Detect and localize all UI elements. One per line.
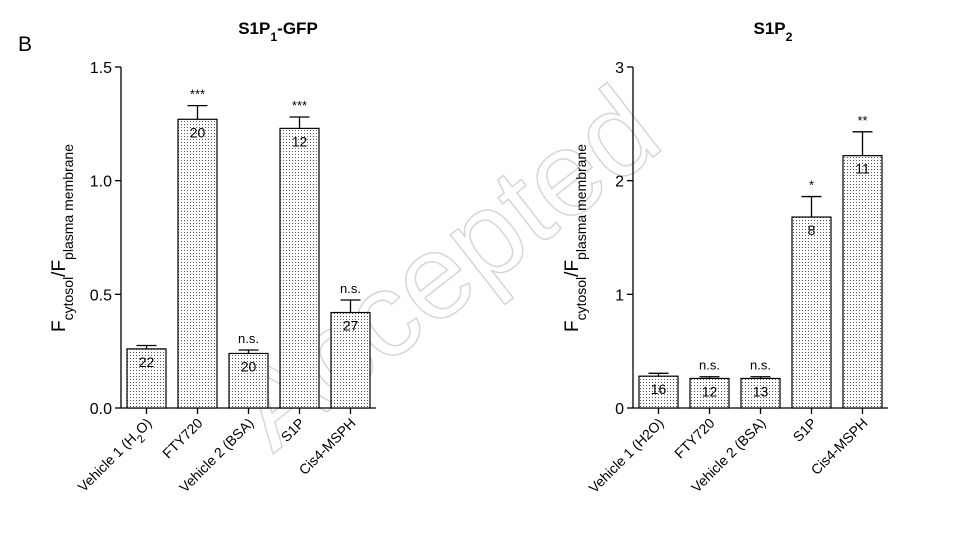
bar	[126, 348, 167, 409]
n-label: 8	[808, 222, 816, 238]
significance-label: ***	[190, 87, 205, 102]
y-tick-label: 0.0	[90, 401, 112, 418]
significance-label: n.s.	[750, 358, 771, 373]
bar	[689, 377, 730, 409]
y-tick-label: 1.0	[90, 174, 112, 191]
significance-label: n.s.	[699, 358, 720, 373]
y-tick-label: 3	[615, 60, 624, 77]
significance-label: *	[809, 178, 814, 193]
y-tick-label: 2	[615, 174, 624, 191]
n-label: 20	[190, 124, 206, 140]
category-label: FTY720	[159, 415, 206, 462]
n-label: 20	[241, 358, 257, 374]
n-label: 12	[702, 383, 718, 399]
category-label: FTY720	[671, 415, 718, 462]
significance-label: n.s.	[340, 281, 361, 296]
n-label: 12	[292, 133, 308, 149]
bar	[791, 216, 832, 409]
bar	[842, 155, 883, 409]
n-label: 11	[855, 161, 870, 177]
n-label: 16	[651, 381, 667, 397]
significance-label: n.s.	[238, 331, 259, 346]
watermark: Accepted	[206, 61, 683, 475]
significance-label: ***	[292, 98, 307, 113]
y-tick-label: 0.5	[90, 287, 112, 304]
y-tick-label: 1	[615, 287, 624, 304]
n-label: 27	[343, 318, 359, 334]
y-axis-label: Fcytosol/Fplasma membrane	[49, 144, 76, 332]
category-label: Vehicle 1 (H2O)	[585, 415, 666, 496]
panel-label: B	[18, 33, 33, 56]
y-tick-label: 1.5	[90, 60, 112, 77]
y-axis-label: Fcytosol/Fplasma membrane	[562, 144, 589, 332]
chart-s1p1-gfp: S1P1-GFP 0.0 0.5 1.0 1.5 Fcytosol/Fplasma mem…	[49, 19, 376, 499]
category-label: S1P	[790, 415, 820, 445]
chart-title: S1P1-GFP	[238, 19, 318, 44]
y-tick-label: 0	[615, 401, 624, 418]
bar	[279, 127, 320, 409]
significance-label: **	[857, 113, 867, 128]
category-label: Vehicle 1 (H2O)	[75, 415, 159, 499]
bar	[177, 118, 218, 409]
chart-title: S1P2	[754, 19, 793, 44]
n-label: 13	[753, 383, 769, 399]
n-label: 22	[139, 354, 155, 370]
